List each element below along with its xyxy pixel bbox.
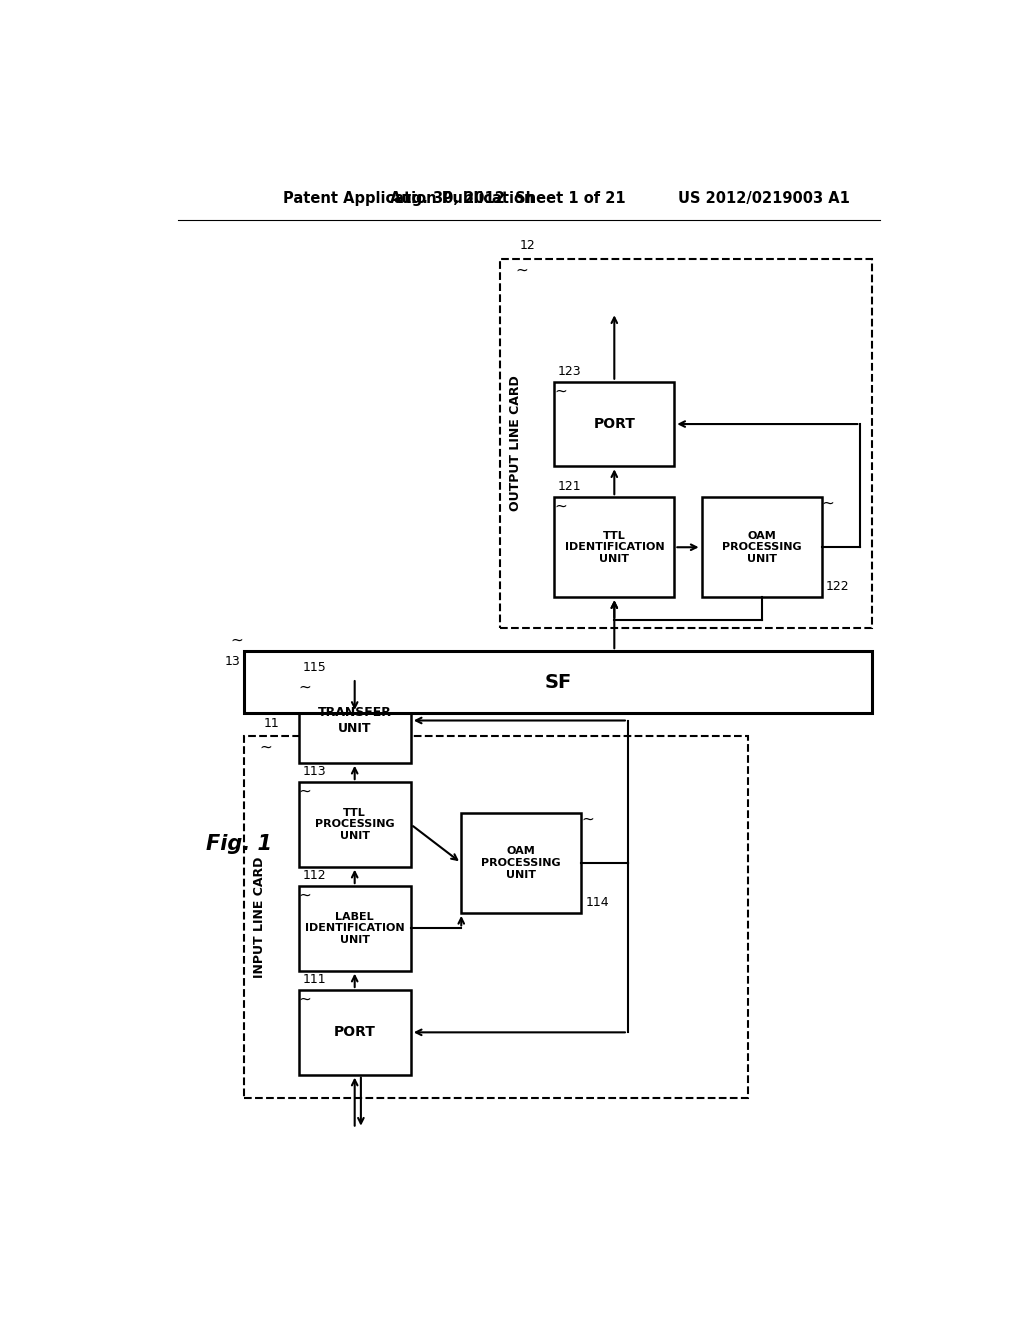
Text: ~: ~ (299, 887, 311, 903)
Text: ~: ~ (299, 784, 311, 799)
Text: ~: ~ (515, 263, 528, 277)
Bar (245, 651, 872, 713)
Text: PORT: PORT (334, 1026, 376, 1039)
Bar (701, 498, 821, 598)
Bar (554, 381, 675, 466)
Text: Patent Application Publication: Patent Application Publication (283, 191, 535, 206)
Text: ~: ~ (230, 632, 243, 647)
Text: OAM
PROCESSING
UNIT: OAM PROCESSING UNIT (481, 846, 561, 879)
Text: 12: 12 (519, 239, 536, 252)
Text: US 2012/0219003 A1: US 2012/0219003 A1 (678, 191, 850, 206)
Text: 13: 13 (224, 655, 241, 668)
Text: OUTPUT LINE CARD: OUTPUT LINE CARD (509, 375, 522, 511)
Bar (461, 813, 582, 913)
Text: ~: ~ (299, 680, 311, 694)
Text: ~: ~ (554, 383, 567, 399)
Text: 121: 121 (558, 480, 582, 494)
Bar (299, 678, 411, 763)
Text: TTL
PROCESSING
UNIT: TTL PROCESSING UNIT (314, 808, 394, 841)
Text: SF: SF (545, 672, 571, 692)
Text: 122: 122 (825, 581, 849, 594)
Bar (299, 781, 411, 867)
Text: 114: 114 (586, 896, 609, 909)
Text: TTL
IDENTIFICATION
UNIT: TTL IDENTIFICATION UNIT (564, 531, 665, 564)
Text: PORT: PORT (593, 417, 635, 432)
Bar (500, 259, 872, 628)
Text: Aug. 30, 2012  Sheet 1 of 21: Aug. 30, 2012 Sheet 1 of 21 (390, 191, 626, 206)
Text: 11: 11 (263, 717, 280, 730)
Text: 113: 113 (302, 766, 326, 779)
Text: 111: 111 (302, 973, 326, 986)
Bar (299, 886, 411, 970)
Bar (299, 990, 411, 1074)
Text: OAM
PROCESSING
UNIT: OAM PROCESSING UNIT (722, 531, 802, 564)
Text: ~: ~ (821, 496, 835, 511)
Text: Fig. 1: Fig. 1 (206, 834, 271, 854)
Text: ~: ~ (554, 499, 567, 513)
Bar (554, 498, 675, 598)
Text: INPUT LINE CARD: INPUT LINE CARD (253, 857, 266, 978)
Text: ~: ~ (582, 812, 594, 826)
Bar (245, 737, 748, 1098)
Text: TRANSFER
UNIT: TRANSFER UNIT (317, 706, 391, 734)
Text: LABEL
IDENTIFICATION
UNIT: LABEL IDENTIFICATION UNIT (305, 912, 404, 945)
Text: 115: 115 (302, 661, 326, 675)
Text: 112: 112 (302, 869, 326, 882)
Text: ~: ~ (299, 991, 311, 1007)
Text: ~: ~ (260, 739, 272, 755)
Text: 123: 123 (558, 364, 582, 378)
